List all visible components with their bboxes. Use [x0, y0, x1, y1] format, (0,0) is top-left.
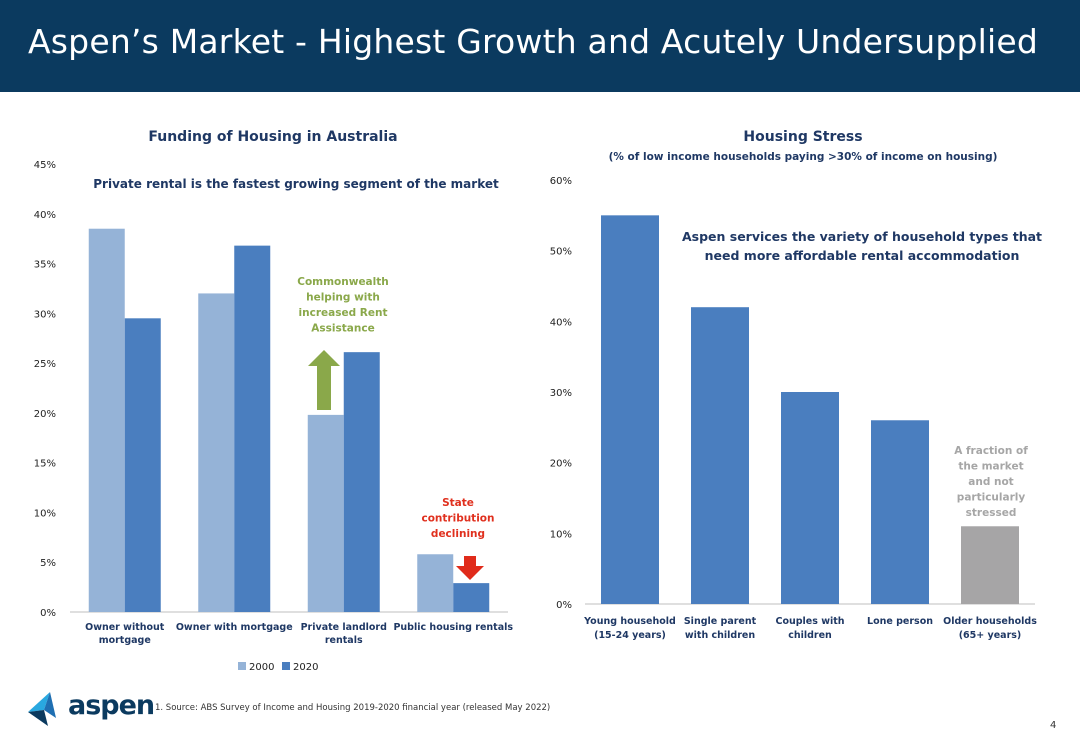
- page-title: Aspen’s Market - Highest Growth and Acut…: [28, 22, 1039, 61]
- stress-category-label: Single parent: [684, 616, 757, 627]
- stress-y-tick-label: 10%: [550, 529, 572, 540]
- legend-label-2020: 2020: [293, 662, 318, 673]
- stress-chart-title: Housing Stress: [743, 129, 862, 145]
- funding-y-tick-label: 15%: [34, 459, 56, 470]
- funding-y-tick-label: 5%: [40, 558, 56, 569]
- source-footnote: 1. Source: ABS Survey of Income and Hous…: [155, 703, 551, 713]
- red-down-arrow-icon: [456, 556, 484, 580]
- funding-category-label: Owner with mortgage: [176, 622, 293, 633]
- funding-bar-2000: [307, 414, 344, 612]
- fraction-annotation: and not: [968, 476, 1013, 488]
- funding-chart-subtitle: Private rental is the fastest growing se…: [93, 177, 499, 191]
- commonwealth-annotation: Assistance: [311, 323, 374, 335]
- funding-bar-2020: [453, 583, 490, 612]
- aspen-annotation: need more affordable rental accommodatio…: [705, 248, 1020, 263]
- funding-category-label: Owner without: [85, 622, 165, 633]
- commonwealth-annotation: increased Rent: [299, 307, 388, 319]
- commonwealth-annotation: helping with: [306, 292, 380, 304]
- page-number: 4: [1050, 720, 1057, 731]
- funding-category-label: Public housing rentals: [393, 622, 513, 633]
- funding-bar-2020: [124, 318, 161, 612]
- legend-swatch-2000: [238, 662, 246, 670]
- funding-y-tick-label: 40%: [34, 210, 56, 221]
- funding-category-label: mortgage: [99, 635, 151, 646]
- funding-y-tick-label: 20%: [34, 409, 56, 420]
- funding-bar-2020: [234, 245, 271, 612]
- stress-bar: [781, 392, 839, 604]
- funding-y-tick-label: 30%: [34, 309, 56, 320]
- stress-y-tick-label: 20%: [550, 459, 572, 470]
- funding-y-tick-label: 35%: [34, 260, 56, 271]
- stress-y-tick-label: 50%: [550, 247, 572, 258]
- stress-chart-subtitle: (% of low income households paying >30% …: [609, 151, 998, 163]
- state-annotation: declining: [431, 528, 485, 540]
- stress-category-label: (65+ years): [959, 630, 1022, 641]
- stress-bar: [871, 420, 929, 604]
- aspen-logo: aspen: [26, 688, 155, 730]
- stress-category-label: Lone person: [867, 616, 933, 627]
- aspen-logo-mark-icon: [28, 692, 56, 726]
- funding-y-tick-label: 0%: [40, 608, 56, 619]
- fraction-annotation: the market: [958, 461, 1023, 473]
- funding-chart-title: Funding of Housing in Australia: [148, 129, 397, 145]
- commonwealth-annotation: Commonwealth: [297, 276, 389, 288]
- funding-bar-2000: [198, 293, 235, 612]
- stress-y-tick-label: 0%: [556, 600, 572, 611]
- aspen-annotation: Aspen services the variety of household …: [682, 229, 1042, 244]
- state-annotation: State: [442, 497, 474, 509]
- stress-y-tick-label: 30%: [550, 388, 572, 399]
- stress-category-label: with children: [685, 630, 755, 641]
- funding-y-tick-label: 25%: [34, 359, 56, 370]
- stress-bar: [691, 307, 749, 604]
- funding-bar-2020: [343, 352, 380, 612]
- legend-label-2000: 2000: [249, 662, 274, 673]
- legend-swatch-2020: [282, 662, 290, 670]
- funding-bar-2000: [417, 554, 454, 612]
- header-bar: Aspen’s Market - Highest Growth and Acut…: [0, 0, 1080, 92]
- stress-category-label: children: [788, 630, 832, 641]
- stress-bar: [961, 526, 1019, 604]
- fraction-annotation: stressed: [966, 507, 1017, 519]
- stress-y-tick-label: 40%: [550, 317, 572, 328]
- funding-category-label: rentals: [325, 635, 363, 646]
- funding-category-label: Private landlord: [301, 622, 387, 633]
- stress-category-label: Couples with: [775, 616, 844, 627]
- stress-category-label: Young household: [583, 616, 676, 627]
- state-annotation: contribution: [421, 513, 494, 525]
- fraction-annotation: A fraction of: [954, 445, 1028, 457]
- funding-bar-2000: [88, 228, 125, 612]
- stress-y-tick-label: 60%: [550, 176, 572, 187]
- green-up-arrow-icon: [308, 350, 340, 410]
- fraction-annotation: particularly: [957, 492, 1026, 504]
- funding-y-tick-label: 45%: [34, 160, 56, 171]
- aspen-logo-wordmark: aspen: [68, 690, 155, 721]
- stress-category-label: Older households: [943, 616, 1037, 627]
- funding-y-tick-label: 10%: [34, 508, 56, 519]
- stress-category-label: (15-24 years): [594, 630, 666, 641]
- stress-bar: [601, 215, 659, 605]
